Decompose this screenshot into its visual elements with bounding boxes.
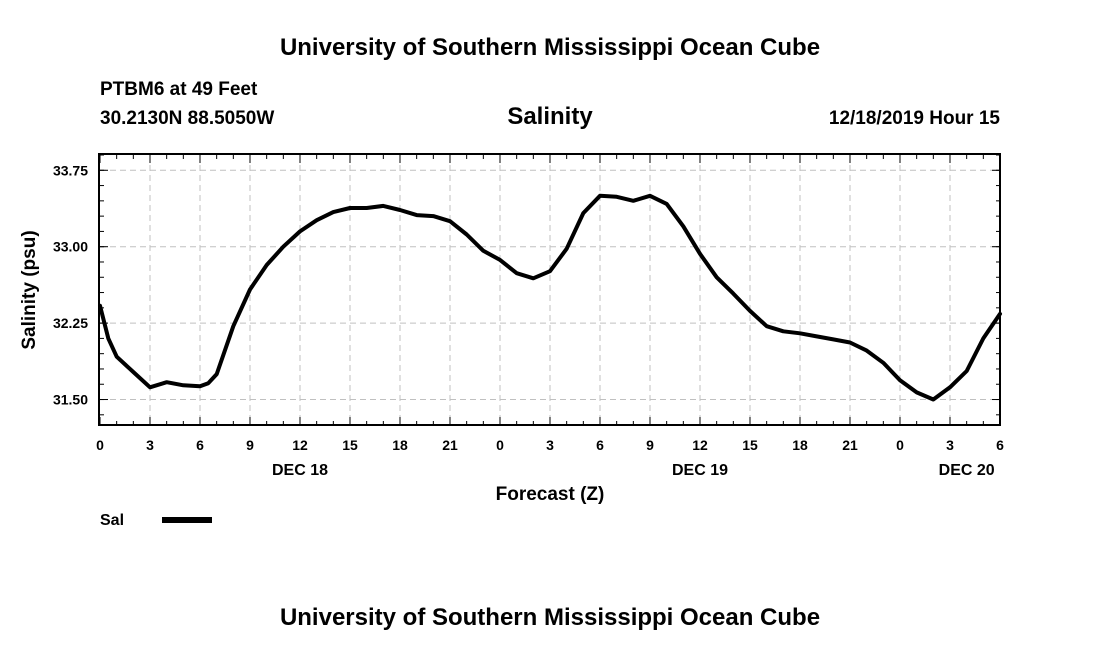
x-tick-label: 6 <box>196 437 204 453</box>
org-title: University of Southern Mississippi Ocean… <box>280 34 820 61</box>
y-tick-label: 32.25 <box>53 315 88 331</box>
station-label: PTBM6 at 49 Feet <box>100 79 258 100</box>
x-tick-label: 12 <box>692 437 708 453</box>
legend-label: Sal <box>100 512 124 529</box>
salinity-series-line <box>98 193 1002 402</box>
x-tick-label: 6 <box>596 437 604 453</box>
plot-frame <box>98 153 1001 426</box>
x-tick-label: 3 <box>546 437 554 453</box>
x-tick-label: 18 <box>392 437 408 453</box>
y-axis-title: Salinity (psu) <box>19 230 40 349</box>
date-label: DEC 20 <box>939 462 995 479</box>
x-tick-label: 6 <box>996 437 1004 453</box>
y-tick-label: 31.50 <box>53 392 88 408</box>
x-axis-title: Forecast (Z) <box>496 484 605 505</box>
location-label: 30.2130N 88.5050W <box>100 108 274 129</box>
x-tick-label: 0 <box>96 437 104 453</box>
x-tick-label: 0 <box>896 437 904 453</box>
grid-lines <box>100 155 1000 425</box>
x-tick-label: 3 <box>146 437 154 453</box>
x-tick-label: 9 <box>246 437 254 453</box>
x-tick-label: 15 <box>742 437 758 453</box>
y-tick-label: 33.75 <box>53 162 88 178</box>
date-label: DEC 18 <box>272 462 328 479</box>
x-tick-label: 18 <box>792 437 808 453</box>
y-tick-label: 33.00 <box>53 239 88 255</box>
tick-labels: 0 3 6 9 12 15 18 21 0 3 6 9 12 15 18 21 0 3 6 DEC 18 DEC 19 D… <box>53 162 1004 479</box>
footer-org-title: University of Southern Mississippi Ocean… <box>280 604 820 631</box>
x-tick-label: 9 <box>646 437 654 453</box>
x-tick-label: 21 <box>842 437 858 453</box>
x-tick-label: 15 <box>342 437 358 453</box>
x-tick-label: 3 <box>946 437 954 453</box>
plot-title: Salinity <box>507 103 593 130</box>
date-label: DEC 19 <box>672 462 728 479</box>
x-tick-label: 12 <box>292 437 308 453</box>
run-time-label: 12/18/2019 Hour 15 <box>829 108 1001 129</box>
x-tick-label: 21 <box>442 437 458 453</box>
x-tick-label: 0 <box>496 437 504 453</box>
